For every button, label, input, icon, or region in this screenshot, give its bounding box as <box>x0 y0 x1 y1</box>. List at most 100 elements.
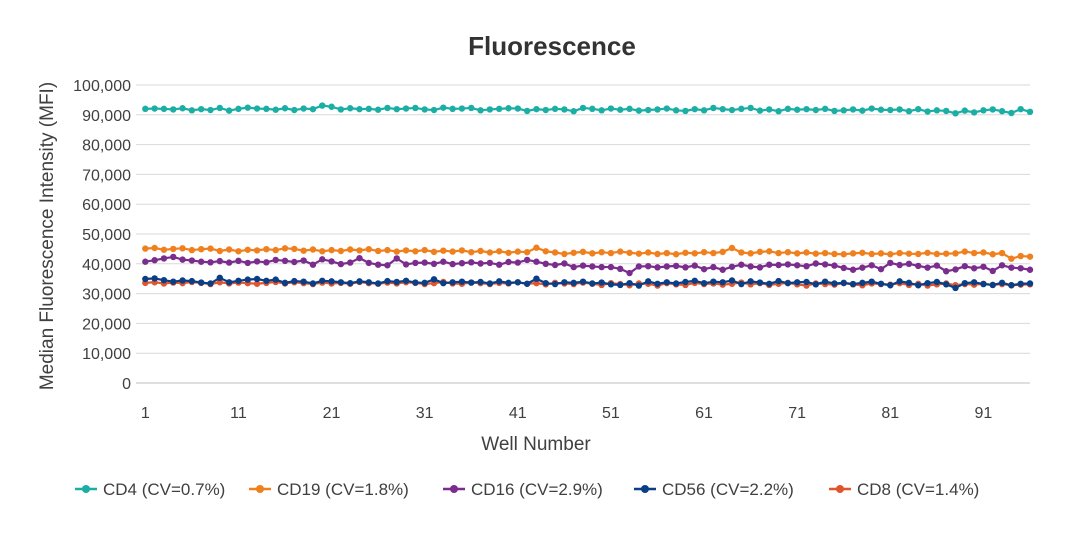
data-point <box>151 105 158 112</box>
data-point <box>412 248 419 255</box>
data-point <box>933 250 941 258</box>
data-point <box>216 274 224 282</box>
data-point <box>421 279 428 287</box>
data-point <box>468 279 475 286</box>
legend-item: CD56 (CV=2.2%) <box>634 480 794 499</box>
data-point <box>142 245 149 252</box>
data-point <box>216 247 224 255</box>
data-point <box>263 246 270 253</box>
data-point <box>887 251 894 258</box>
data-point <box>784 105 792 113</box>
data-point <box>859 107 866 114</box>
data-point <box>728 106 736 114</box>
data-point <box>1008 264 1015 271</box>
data-point <box>915 250 922 258</box>
data-point <box>197 279 205 286</box>
y-tick-label: 30,000 <box>82 287 131 304</box>
data-point <box>803 249 810 256</box>
y-tick-label: 90,000 <box>82 108 131 125</box>
data-point <box>738 261 745 268</box>
data-point <box>365 105 373 113</box>
x-tick-label: 51 <box>602 405 620 422</box>
data-point <box>551 280 559 288</box>
data-point <box>859 249 866 256</box>
data-point <box>896 106 903 113</box>
data-point <box>533 244 540 251</box>
data-point <box>644 249 652 256</box>
legend-label: CD8 (CV=1.4%) <box>857 480 979 499</box>
data-point <box>393 105 400 113</box>
data-point <box>253 275 261 283</box>
data-point <box>840 279 847 287</box>
data-point <box>970 109 978 116</box>
data-point <box>533 258 540 265</box>
data-point <box>570 249 577 256</box>
data-point <box>561 279 568 286</box>
data-point <box>235 257 242 265</box>
data-point <box>170 278 177 285</box>
data-point <box>421 246 428 254</box>
data-point <box>887 106 894 114</box>
data-point <box>607 105 615 112</box>
data-point <box>924 249 931 256</box>
data-point <box>868 250 875 258</box>
data-point <box>859 279 866 287</box>
data-point <box>579 262 587 269</box>
data-point <box>663 279 671 286</box>
data-point <box>877 250 885 257</box>
data-point <box>160 246 168 253</box>
data-point <box>477 107 484 114</box>
data-point <box>756 107 764 114</box>
data-point <box>179 277 186 284</box>
data-point <box>952 110 959 117</box>
data-point <box>849 250 857 257</box>
data-point <box>989 267 996 275</box>
data-point <box>663 105 671 112</box>
data-point <box>812 260 820 267</box>
data-point <box>291 106 298 114</box>
x-axis-label: Well Number <box>481 434 591 455</box>
data-point <box>644 262 652 270</box>
legend-label: CD4 (CV=0.7%) <box>103 480 225 499</box>
data-point <box>486 280 494 287</box>
data-point <box>384 104 391 112</box>
data-point <box>747 104 754 112</box>
data-point <box>868 262 875 269</box>
legend-label: CD19 (CV=1.8%) <box>277 480 409 499</box>
data-point <box>961 248 969 255</box>
data-point <box>356 254 363 262</box>
data-point <box>458 260 466 267</box>
data-point <box>933 262 941 269</box>
data-point <box>430 276 438 283</box>
data-point <box>719 266 726 273</box>
data-point <box>691 250 698 257</box>
data-point <box>980 263 987 270</box>
data-point <box>607 281 615 288</box>
data-point <box>672 107 680 114</box>
data-point <box>747 250 754 257</box>
data-point <box>887 282 894 289</box>
data-point <box>523 280 531 287</box>
data-point <box>523 256 531 264</box>
data-point <box>216 104 224 112</box>
x-tick-label: 91 <box>975 405 993 422</box>
data-point <box>887 259 894 267</box>
data-point <box>244 246 251 253</box>
data-point <box>505 258 512 266</box>
data-point <box>337 106 345 113</box>
data-point <box>430 106 438 114</box>
data-point <box>337 247 345 255</box>
data-point <box>700 265 708 273</box>
data-point <box>868 278 875 285</box>
data-point <box>458 278 466 285</box>
data-point <box>570 263 577 271</box>
x-tick-label: 81 <box>881 405 899 422</box>
data-point <box>402 247 410 254</box>
data-point <box>924 108 931 115</box>
data-point <box>821 249 829 257</box>
data-point <box>495 105 503 113</box>
data-point <box>607 249 615 257</box>
data-point <box>477 278 484 286</box>
data-point <box>803 105 810 113</box>
data-point <box>523 107 531 115</box>
